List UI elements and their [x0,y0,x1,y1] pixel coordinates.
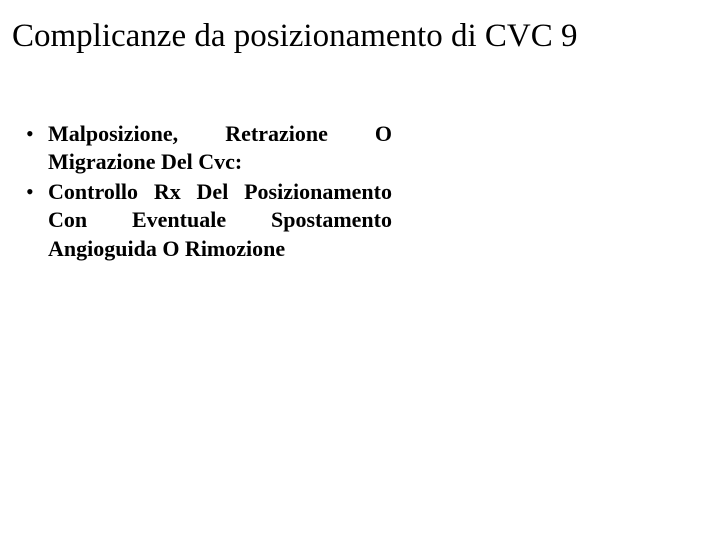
slide-title: Complicanze da posizionamento di CVC 9 [12,18,708,56]
list-item: Controllo Rx Del Posizionamento Con Even… [48,178,392,262]
list-item: Malposizione, Retrazione O Migrazione De… [48,120,392,176]
slide: Complicanze da posizionamento di CVC 9 M… [0,0,720,540]
bullet-list: Malposizione, Retrazione O Migrazione De… [48,120,392,263]
slide-content: Malposizione, Retrazione O Migrazione De… [12,120,392,263]
